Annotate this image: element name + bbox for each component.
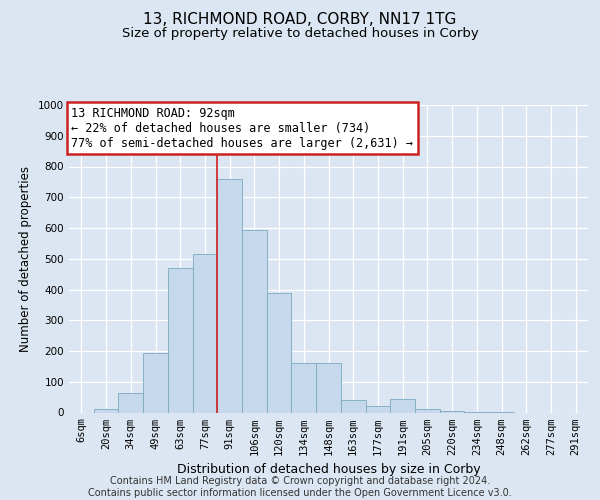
Bar [292,364,316,412]
Bar [143,352,168,412]
Bar [193,254,217,412]
Bar [94,408,118,412]
Text: Size of property relative to detached houses in Corby: Size of property relative to detached ho… [122,28,478,40]
Bar [267,292,292,412]
Bar [440,410,464,412]
Bar [390,400,415,412]
Text: 13, RICHMOND ROAD, CORBY, NN17 1TG: 13, RICHMOND ROAD, CORBY, NN17 1TG [143,12,457,28]
Text: 13 RICHMOND ROAD: 92sqm
← 22% of detached houses are smaller (734)
77% of semi-d: 13 RICHMOND ROAD: 92sqm ← 22% of detache… [71,106,413,150]
Y-axis label: Number of detached properties: Number of detached properties [19,166,32,352]
Bar [415,410,440,412]
Bar [242,230,267,412]
Text: Contains HM Land Registry data © Crown copyright and database right 2024.
Contai: Contains HM Land Registry data © Crown c… [88,476,512,498]
Bar [365,406,390,412]
Bar [168,268,193,412]
Bar [316,364,341,412]
Bar [118,393,143,412]
X-axis label: Distribution of detached houses by size in Corby: Distribution of detached houses by size … [176,463,481,476]
Bar [341,400,365,412]
Bar [217,179,242,412]
